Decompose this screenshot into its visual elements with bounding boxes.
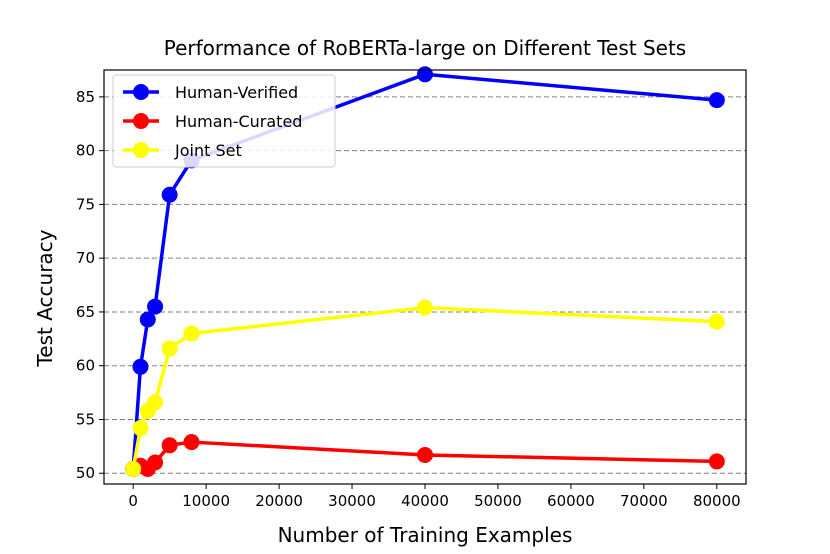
x-tick-label: 40000 bbox=[401, 492, 449, 510]
x-tick-label: 70000 bbox=[620, 492, 668, 510]
data-point bbox=[125, 460, 142, 477]
y-tick-label: 65 bbox=[76, 303, 95, 321]
data-point bbox=[183, 434, 200, 451]
data-point bbox=[147, 298, 164, 315]
series-human-curated bbox=[125, 434, 725, 477]
data-point bbox=[161, 186, 178, 203]
y-axis-label: Test Accuracy bbox=[33, 229, 57, 367]
data-point bbox=[417, 299, 433, 316]
y-tick-label: 85 bbox=[76, 88, 95, 106]
y-tick-label: 60 bbox=[76, 357, 95, 375]
x-tick-label: 30000 bbox=[328, 492, 376, 510]
legend-label: Joint Set bbox=[174, 141, 242, 160]
data-point bbox=[132, 420, 149, 437]
data-point bbox=[708, 92, 725, 109]
y-tick-label: 50 bbox=[76, 464, 95, 482]
y-tick-label: 70 bbox=[76, 249, 95, 267]
data-point bbox=[417, 446, 433, 463]
data-point bbox=[139, 311, 156, 328]
legend-marker bbox=[133, 113, 149, 129]
legend-marker bbox=[133, 142, 149, 158]
x-axis: 0 10000 20000 30000 40000 50000 60000 70000 8000… bbox=[128, 484, 741, 510]
legend-label: Human-Curated bbox=[175, 112, 302, 131]
legend-item: Joint Set bbox=[123, 141, 242, 160]
y-tick-label: 75 bbox=[76, 195, 95, 213]
data-point bbox=[417, 66, 433, 83]
x-tick-label: 0 bbox=[128, 492, 138, 510]
x-tick-label: 20000 bbox=[255, 492, 303, 510]
x-axis-label: Number of Training Examples bbox=[278, 523, 573, 547]
x-tick-label: 60000 bbox=[547, 492, 595, 510]
data-point bbox=[708, 313, 725, 330]
data-point bbox=[183, 325, 200, 342]
legend-label: Human-Verified bbox=[175, 83, 298, 102]
x-tick-label: 50000 bbox=[474, 492, 522, 510]
data-point bbox=[132, 358, 149, 375]
data-point bbox=[147, 454, 164, 471]
x-tick-label: 80000 bbox=[693, 492, 741, 510]
y-tick-label: 80 bbox=[76, 142, 95, 160]
legend-item: Human-Curated bbox=[123, 112, 302, 131]
data-point bbox=[161, 340, 178, 357]
series-joint-set bbox=[125, 299, 725, 477]
data-point bbox=[147, 394, 164, 411]
legend-box bbox=[112, 74, 336, 168]
y-axis: 50 55 60 65 70 75 80 85 bbox=[76, 88, 104, 482]
chart-title: Performance of RoBERTa-large on Differen… bbox=[164, 36, 686, 60]
x-tick-label: 10000 bbox=[182, 492, 230, 510]
data-point bbox=[708, 453, 725, 470]
legend: Human-Verified Human-Curated Joint Set bbox=[112, 74, 336, 168]
series-human-verified bbox=[125, 66, 725, 477]
legend-marker bbox=[133, 84, 149, 100]
y-tick-label: 55 bbox=[76, 410, 95, 428]
data-point bbox=[161, 437, 178, 454]
legend-item: Human-Verified bbox=[123, 83, 298, 102]
series-layer bbox=[125, 66, 725, 477]
